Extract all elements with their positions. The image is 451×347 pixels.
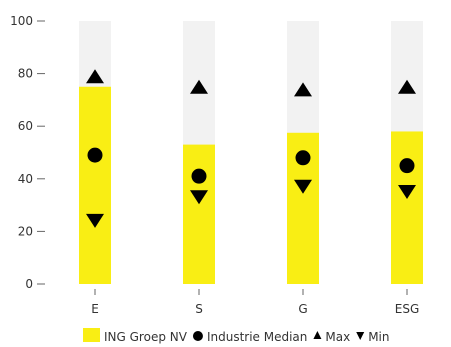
min-marker <box>294 179 312 194</box>
y-tick-label: 0 <box>25 277 33 291</box>
bar-esg <box>391 131 423 284</box>
background-bands <box>79 21 423 284</box>
max-marker <box>294 82 312 97</box>
legend-label: Industrie Median <box>207 330 307 344</box>
markers <box>86 69 416 228</box>
y-tick-label: 20 <box>18 224 33 238</box>
bar-e <box>79 86 111 284</box>
max-marker <box>398 79 416 94</box>
bars <box>79 86 423 284</box>
y-tick-label: 40 <box>18 172 33 186</box>
x-tick-label: S <box>195 302 203 316</box>
max-marker <box>86 69 104 84</box>
legend-swatch-down <box>356 332 365 340</box>
legend-swatch-circle <box>192 331 203 341</box>
min-marker <box>398 184 416 199</box>
x-axis: E S G ESG <box>91 289 419 316</box>
legend-swatch-up <box>313 331 322 339</box>
bar-s <box>183 144 215 284</box>
max-marker <box>190 79 208 94</box>
y-axis: 0 20 40 60 80 100 <box>10 14 45 291</box>
legend-swatch-bar <box>83 328 100 342</box>
x-tick-label: G <box>298 302 307 316</box>
legend-label: Max <box>325 330 350 344</box>
median-marker <box>87 147 103 163</box>
min-marker <box>86 213 104 228</box>
y-tick-label: 80 <box>18 67 33 81</box>
median-marker <box>295 150 311 166</box>
min-marker <box>190 190 208 205</box>
legend-label: Min <box>368 330 389 344</box>
legend-label: ING Groep NV <box>104 330 188 344</box>
median-marker <box>399 158 415 174</box>
x-tick-label: ESG <box>395 302 420 316</box>
median-marker <box>191 168 207 184</box>
y-tick-label: 60 <box>18 119 33 133</box>
y-tick-label: 100 <box>10 14 33 28</box>
legend: ING Groep NV Industrie Median Max Min <box>83 328 390 344</box>
x-tick-label: E <box>91 302 99 316</box>
